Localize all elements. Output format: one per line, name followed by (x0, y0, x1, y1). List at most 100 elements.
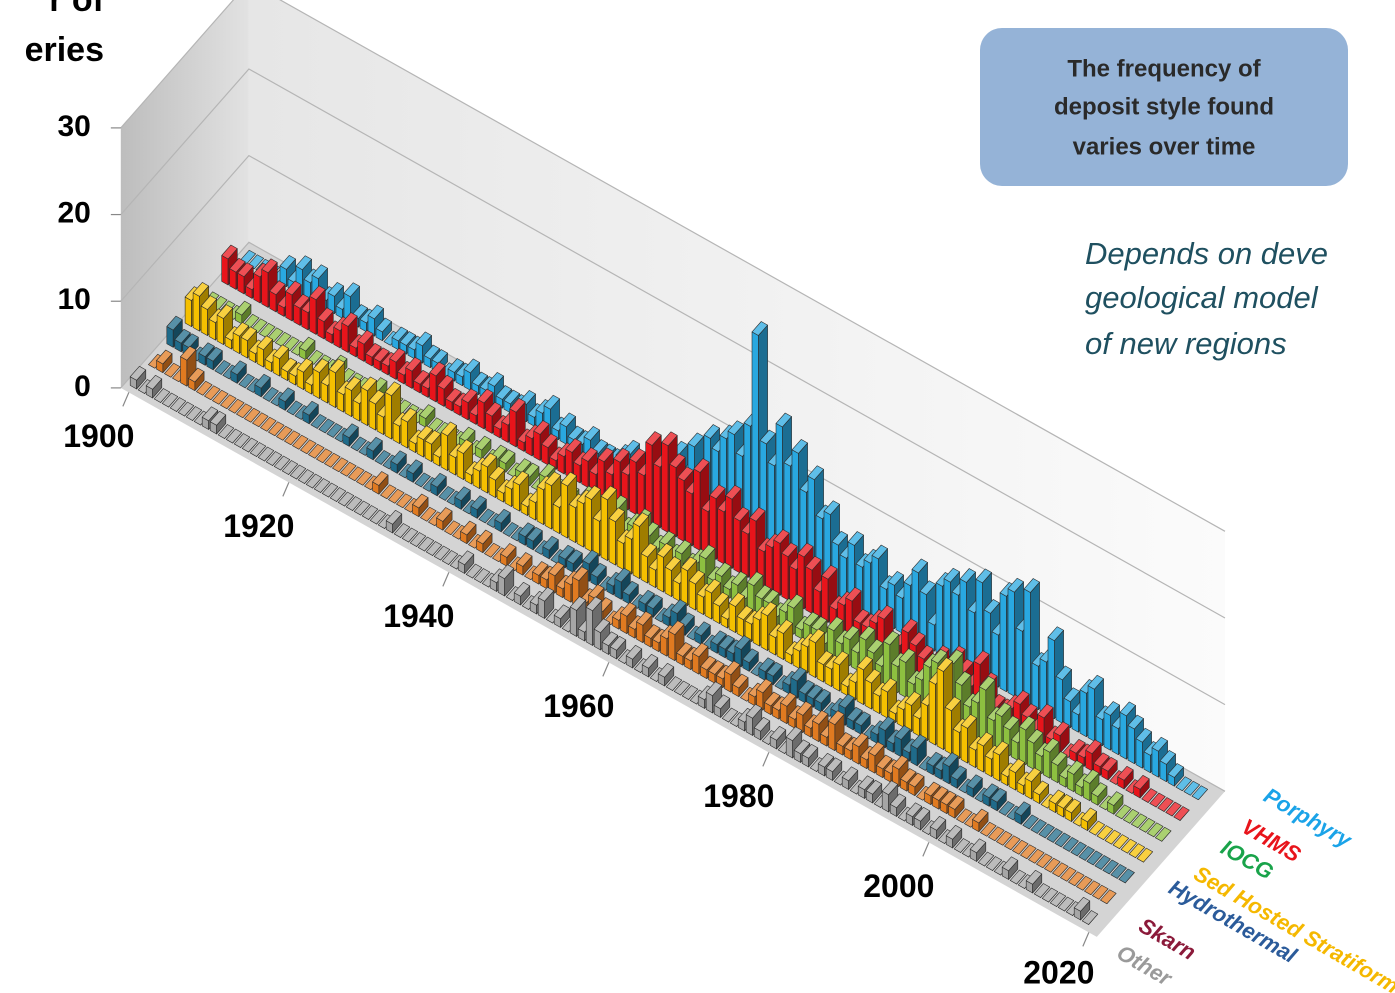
bar (553, 604, 571, 628)
bar-top (911, 558, 928, 574)
bar (1001, 856, 1019, 880)
bar-top (373, 347, 390, 363)
bar (372, 471, 389, 495)
bar-top (657, 662, 675, 678)
bar-top (1027, 728, 1044, 744)
bar-front (863, 559, 871, 616)
bar-top (485, 401, 502, 417)
bar (718, 634, 735, 659)
bar-top (460, 520, 477, 536)
bar-top (1083, 769, 1100, 784)
bar (1094, 855, 1111, 870)
bar-top (832, 650, 850, 666)
bar-top (724, 660, 741, 676)
bar-top (992, 740, 1010, 756)
bar-top (261, 258, 278, 274)
bar-top (553, 604, 571, 620)
bar-top (494, 508, 511, 524)
bar-top (166, 315, 183, 331)
bar-front (1015, 627, 1023, 702)
bar-top (793, 739, 811, 755)
bar-front (685, 490, 693, 547)
bar-top (345, 496, 363, 511)
bar-top (567, 425, 584, 441)
bar-top (1053, 721, 1070, 737)
bar (609, 635, 627, 660)
bar-top (919, 580, 936, 596)
bar-top (878, 716, 895, 731)
bar-top (196, 380, 213, 396)
bar-top (1107, 791, 1124, 806)
bar-top (445, 387, 462, 403)
bar (324, 452, 341, 468)
bar (369, 509, 387, 525)
bar-top (308, 443, 325, 459)
bar-top (541, 433, 558, 449)
bar-front (312, 368, 320, 399)
bar-top (1073, 896, 1091, 912)
bar-top (948, 795, 965, 810)
bar (385, 509, 403, 534)
bar-top (846, 706, 863, 722)
bar (1115, 804, 1132, 820)
bar-top (1036, 853, 1053, 869)
bar (1131, 813, 1148, 829)
bar (1139, 817, 1156, 833)
bar-top (375, 317, 392, 333)
y-axis-label: eries (25, 31, 104, 69)
bar-top (781, 542, 798, 558)
bar-top (1055, 665, 1072, 681)
bar-front (864, 679, 872, 710)
bar-top (764, 691, 781, 707)
bar (348, 466, 365, 482)
bar-top (1091, 782, 1108, 797)
bar-top (776, 619, 794, 634)
bar-front (992, 751, 1000, 782)
bar-top (1068, 871, 1085, 887)
bar-top (881, 780, 899, 796)
bar-top (791, 439, 808, 454)
bar-top (1088, 820, 1105, 836)
bar-front (616, 539, 624, 570)
bar-top (1104, 829, 1121, 845)
bar-top (353, 500, 371, 516)
bar (1014, 801, 1031, 825)
bar-top (289, 464, 307, 480)
bar (236, 403, 253, 419)
bar-top (389, 347, 406, 363)
bar (908, 772, 925, 797)
x-tick-label: 2020 (1023, 954, 1094, 990)
bar-top (1092, 884, 1109, 900)
bar-top (324, 452, 341, 468)
bar-top (374, 450, 391, 465)
bar-top (705, 681, 723, 697)
bar-top (192, 282, 209, 297)
bar (1033, 883, 1051, 898)
bar (390, 450, 407, 474)
bar-top (664, 556, 682, 571)
bar-front (477, 399, 485, 430)
bar-top (1025, 869, 1043, 885)
bar-top (569, 596, 587, 611)
bar-top (161, 392, 179, 408)
bar-top (614, 567, 631, 583)
bar (500, 543, 517, 567)
bar (1012, 839, 1029, 855)
bar-top (433, 545, 451, 561)
bar (1159, 750, 1176, 783)
bar-top (758, 657, 775, 673)
bar-top (269, 280, 286, 296)
bar-top (233, 433, 251, 448)
bar-top (400, 407, 418, 423)
bar-top (803, 611, 820, 627)
bar (713, 694, 731, 718)
bar-top (823, 500, 840, 516)
bar-top (1062, 837, 1079, 852)
bar (180, 345, 197, 387)
bar-top (1151, 736, 1168, 752)
bar-front (725, 495, 733, 569)
bar-top (1173, 806, 1190, 821)
bar-top (206, 346, 223, 362)
bar-top (341, 312, 358, 327)
bar-top (129, 365, 147, 381)
